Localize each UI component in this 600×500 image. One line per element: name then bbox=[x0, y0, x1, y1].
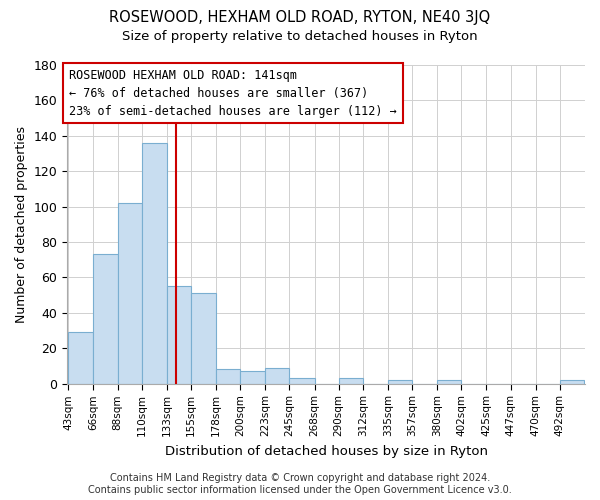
Bar bbox=[68, 332, 94, 384]
Bar bbox=[289, 378, 314, 384]
Text: Size of property relative to detached houses in Ryton: Size of property relative to detached ho… bbox=[122, 30, 478, 43]
Bar bbox=[142, 143, 167, 384]
Bar bbox=[167, 286, 191, 384]
Y-axis label: Number of detached properties: Number of detached properties bbox=[15, 126, 28, 323]
Bar bbox=[94, 254, 118, 384]
Text: Contains HM Land Registry data © Crown copyright and database right 2024.
Contai: Contains HM Land Registry data © Crown c… bbox=[88, 474, 512, 495]
X-axis label: Distribution of detached houses by size in Ryton: Distribution of detached houses by size … bbox=[164, 444, 488, 458]
Bar bbox=[388, 380, 412, 384]
Bar bbox=[191, 294, 216, 384]
Bar bbox=[240, 371, 265, 384]
Bar bbox=[118, 203, 142, 384]
Bar bbox=[338, 378, 363, 384]
Bar bbox=[560, 380, 584, 384]
Bar bbox=[216, 370, 240, 384]
Bar bbox=[437, 380, 461, 384]
Text: ROSEWOOD, HEXHAM OLD ROAD, RYTON, NE40 3JQ: ROSEWOOD, HEXHAM OLD ROAD, RYTON, NE40 3… bbox=[109, 10, 491, 25]
Text: ROSEWOOD HEXHAM OLD ROAD: 141sqm
← 76% of detached houses are smaller (367)
23% : ROSEWOOD HEXHAM OLD ROAD: 141sqm ← 76% o… bbox=[70, 68, 397, 117]
Bar bbox=[265, 368, 289, 384]
